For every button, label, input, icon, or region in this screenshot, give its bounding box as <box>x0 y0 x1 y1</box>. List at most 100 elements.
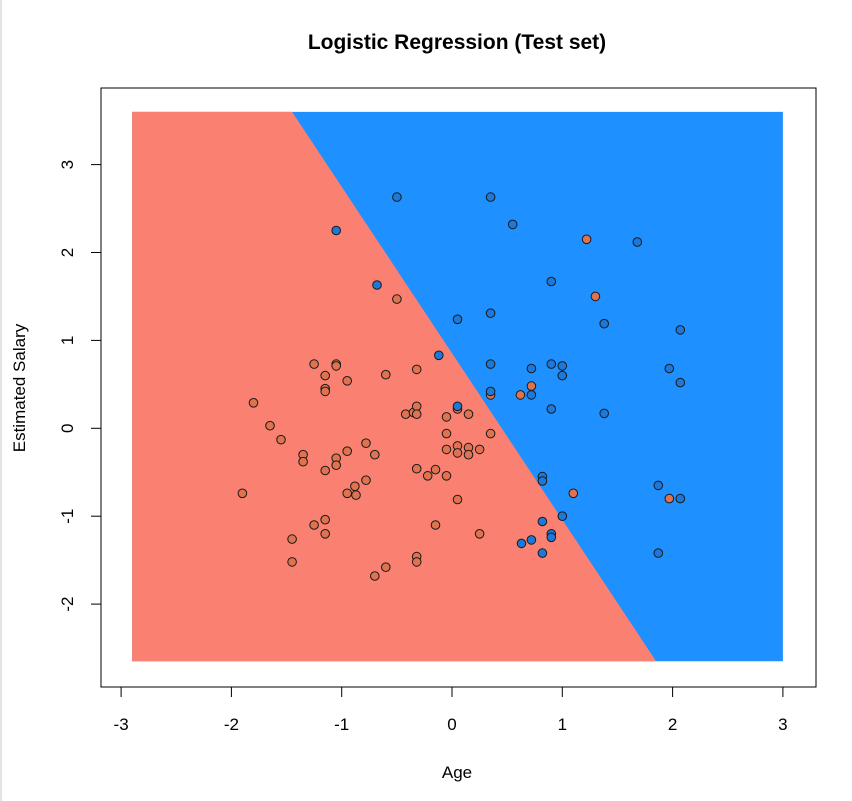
x-tick-label: 0 <box>447 715 456 734</box>
data-point-class-1 <box>546 276 557 287</box>
region-class-0 <box>132 111 657 662</box>
data-point-class-0 <box>441 412 452 422</box>
data-point-class-0 <box>474 444 485 455</box>
data-point-class-1 <box>526 535 537 545</box>
y-tick-label: -2 <box>58 597 77 612</box>
data-point-class-1 <box>526 363 537 374</box>
data-point-class-0 <box>370 449 380 460</box>
data-point-class-1 <box>653 480 664 491</box>
data-point-class-1 <box>434 350 444 361</box>
data-point-class-0 <box>392 294 402 304</box>
data-point-class-1 <box>485 308 496 319</box>
data-point-class-1 <box>392 192 402 202</box>
x-axis: -3 -2 -1 0 1 2 3 <box>114 686 788 734</box>
data-point-class-1 <box>557 511 568 522</box>
data-point-class-0 <box>287 534 297 544</box>
data-point-class-0 <box>441 471 452 481</box>
data-point-class-0 <box>452 448 463 458</box>
data-point-class-0 <box>342 376 353 386</box>
data-point-class-0 <box>351 490 361 500</box>
data-point-class-1 <box>485 192 496 202</box>
data-point-class-0 <box>361 438 371 449</box>
chart-title: Logistic Regression (Test set) <box>308 31 606 54</box>
data-point-class-1 <box>632 237 643 247</box>
data-point-class-0 <box>430 464 441 475</box>
x-tick-label: -1 <box>334 715 349 734</box>
data-point-class-0 <box>342 446 353 457</box>
data-point-class-0 <box>320 386 331 397</box>
data-point-class-1 <box>557 370 568 381</box>
data-point-class-1 <box>516 538 527 549</box>
data-point-class-1 <box>485 386 496 397</box>
data-point-class-0 <box>237 488 248 499</box>
data-point-class-0 <box>342 488 353 499</box>
x-tick-label: 2 <box>668 715 677 734</box>
data-point-class-0 <box>441 444 452 455</box>
data-point-class-0 <box>411 463 422 474</box>
data-point-class-1 <box>653 548 664 558</box>
data-point-class-1 <box>599 318 610 329</box>
data-point-class-0 <box>298 456 308 467</box>
data-point-class-1 <box>537 516 548 527</box>
data-point-class-0 <box>276 434 286 445</box>
data-point-class-0 <box>411 364 422 375</box>
data-point-class-1 <box>452 401 463 412</box>
data-point-class-0 <box>664 493 675 504</box>
data-point-class-1 <box>546 532 557 543</box>
data-point-class-1 <box>372 280 382 290</box>
data-point-class-0 <box>370 571 380 581</box>
data-point-class-0 <box>411 557 422 567</box>
data-point-class-1 <box>599 408 610 419</box>
y-tick-label: 1 <box>58 336 77 345</box>
data-point-class-0 <box>381 562 391 573</box>
data-point-class-0 <box>350 481 360 492</box>
data-point-class-0 <box>309 359 319 369</box>
data-point-class-1 <box>546 359 557 369</box>
data-point-class-0 <box>309 520 319 530</box>
data-point-class-0 <box>331 460 342 471</box>
data-point-class-1 <box>675 493 686 504</box>
decision-regions <box>132 111 783 662</box>
data-point-class-1 <box>557 361 568 371</box>
data-point-class-0 <box>331 361 342 371</box>
y-axis-label: Estimated Salary <box>10 323 29 452</box>
data-point-class-0 <box>430 520 441 530</box>
data-point-class-0 <box>590 291 601 302</box>
data-point-class-0 <box>568 488 579 499</box>
data-point-class-1 <box>485 359 496 369</box>
data-point-class-1 <box>675 325 686 335</box>
y-tick-label: 0 <box>58 424 77 433</box>
data-point-class-1 <box>537 548 548 558</box>
data-point-class-0 <box>463 409 474 420</box>
x-tick-label: 3 <box>778 715 787 734</box>
data-point-class-0 <box>463 449 474 460</box>
test-set-points <box>237 192 686 581</box>
data-point-class-0 <box>411 409 422 420</box>
data-point-class-0 <box>320 465 331 476</box>
data-point-class-1 <box>507 219 518 230</box>
data-point-class-1 <box>331 225 342 236</box>
data-point-class-0 <box>320 529 331 539</box>
y-axis: -2 -1 0 1 2 3 <box>58 160 102 612</box>
data-point-class-0 <box>248 398 259 408</box>
data-point-class-0 <box>485 428 496 439</box>
data-point-class-0 <box>526 381 537 391</box>
data-point-class-0 <box>320 514 331 525</box>
data-point-class-0 <box>361 475 371 486</box>
data-point-class-0 <box>452 494 463 505</box>
data-point-class-1 <box>675 377 686 388</box>
data-point-class-0 <box>287 557 297 567</box>
data-point-class-0 <box>320 370 331 381</box>
data-point-class-1 <box>526 390 537 400</box>
data-point-class-1 <box>452 314 463 325</box>
data-point-class-0 <box>422 471 433 481</box>
y-tick-label: -1 <box>58 509 77 524</box>
data-point-class-0 <box>381 369 391 380</box>
data-point-class-0 <box>265 420 275 431</box>
y-tick-label: 2 <box>58 248 77 257</box>
data-point-class-1 <box>546 404 557 414</box>
left-edge-line <box>0 0 2 801</box>
data-point-class-0 <box>441 428 452 439</box>
x-axis-label: Age <box>442 763 472 782</box>
